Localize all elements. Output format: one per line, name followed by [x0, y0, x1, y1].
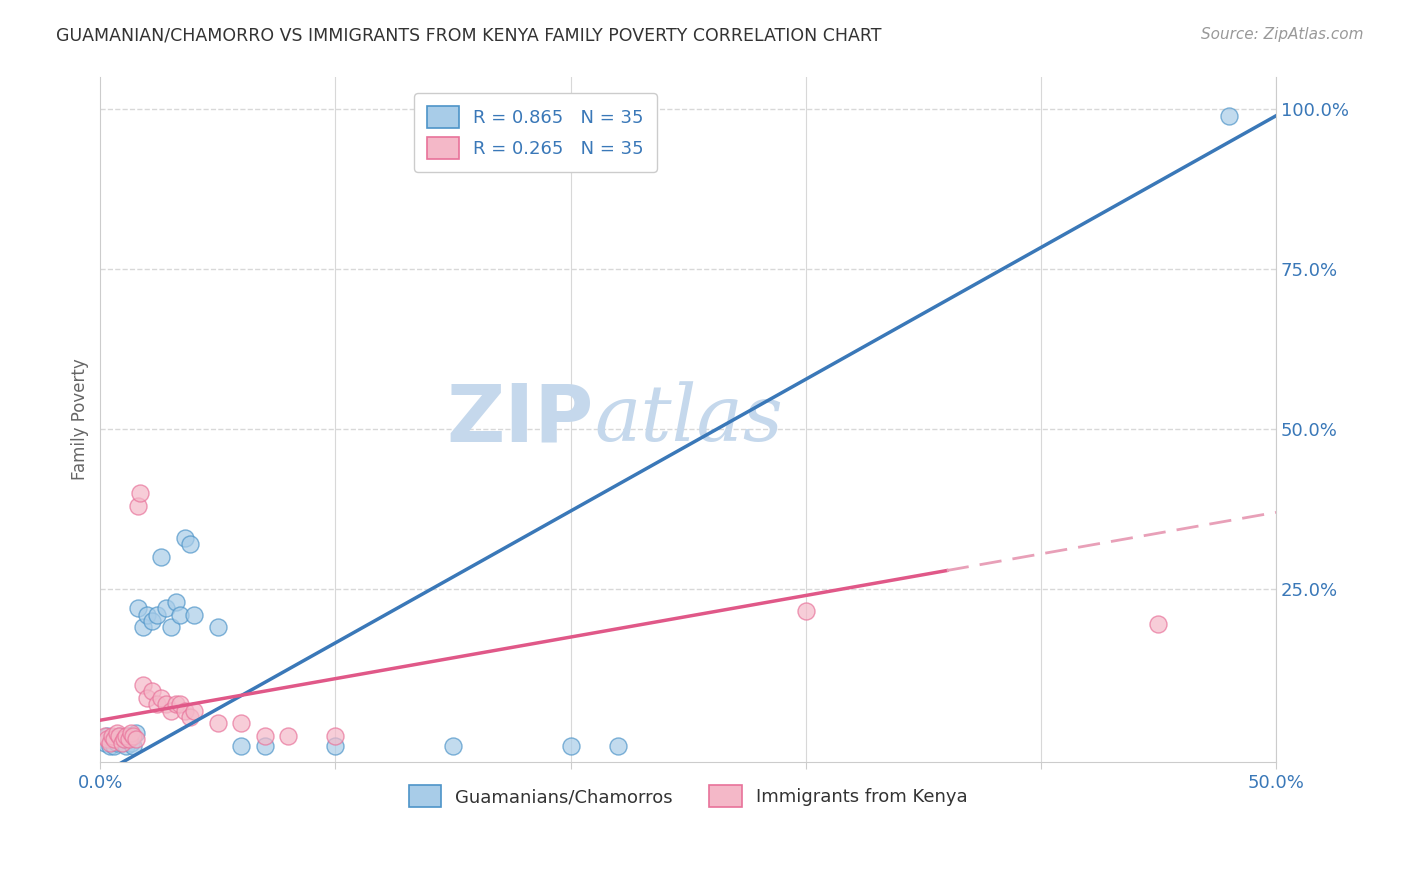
Point	[117, 732, 139, 747]
Point	[560, 739, 582, 753]
Point	[110, 735, 132, 749]
Point	[124, 726, 146, 740]
Point	[179, 710, 201, 724]
Point	[155, 601, 177, 615]
Point	[110, 735, 132, 749]
Point	[112, 732, 135, 747]
Point	[150, 550, 173, 565]
Point	[150, 690, 173, 705]
Point	[98, 739, 121, 753]
Point	[117, 729, 139, 743]
Point	[94, 729, 117, 743]
Point	[207, 716, 229, 731]
Point	[183, 704, 205, 718]
Point	[105, 735, 128, 749]
Point	[169, 697, 191, 711]
Text: atlas: atlas	[595, 382, 783, 458]
Text: GUAMANIAN/CHAMORRO VS IMMIGRANTS FROM KENYA FAMILY POVERTY CORRELATION CHART: GUAMANIAN/CHAMORRO VS IMMIGRANTS FROM KE…	[56, 27, 882, 45]
Point	[127, 499, 149, 513]
Point	[146, 607, 169, 622]
Point	[160, 704, 183, 718]
Point	[207, 620, 229, 634]
Point	[141, 684, 163, 698]
Point	[129, 486, 152, 500]
Point	[179, 537, 201, 551]
Point	[124, 732, 146, 747]
Point	[96, 729, 118, 743]
Point	[146, 697, 169, 711]
Text: Source: ZipAtlas.com: Source: ZipAtlas.com	[1201, 27, 1364, 42]
Point	[325, 729, 347, 743]
Point	[155, 697, 177, 711]
Point	[98, 735, 121, 749]
Point	[105, 726, 128, 740]
Point	[277, 729, 299, 743]
Point	[115, 739, 138, 753]
Point	[253, 729, 276, 743]
Point	[108, 729, 131, 743]
Point	[1218, 109, 1240, 123]
Point	[165, 595, 187, 609]
Point	[174, 704, 197, 718]
Point	[94, 735, 117, 749]
Point	[174, 531, 197, 545]
Point	[183, 607, 205, 622]
Point	[131, 620, 153, 634]
Legend: Guamanians/Chamorros, Immigrants from Kenya: Guamanians/Chamorros, Immigrants from Ke…	[401, 778, 974, 814]
Point	[441, 739, 464, 753]
Point	[253, 739, 276, 753]
Point	[127, 601, 149, 615]
Point	[231, 716, 253, 731]
Point	[112, 732, 135, 747]
Point	[794, 605, 817, 619]
Point	[160, 620, 183, 634]
Point	[108, 729, 131, 743]
Point	[120, 726, 142, 740]
Point	[1147, 617, 1170, 632]
Point	[136, 607, 159, 622]
Text: ZIP: ZIP	[447, 381, 595, 458]
Point	[131, 678, 153, 692]
Point	[141, 614, 163, 628]
Point	[101, 729, 124, 743]
Point	[101, 732, 124, 747]
Point	[231, 739, 253, 753]
Point	[115, 729, 138, 743]
Point	[103, 732, 125, 747]
Point	[103, 739, 125, 753]
Point	[122, 729, 145, 743]
Point	[96, 732, 118, 747]
Point	[325, 739, 347, 753]
Point	[120, 735, 142, 749]
Point	[136, 690, 159, 705]
Point	[606, 739, 628, 753]
Point	[122, 739, 145, 753]
Point	[169, 607, 191, 622]
Y-axis label: Family Poverty: Family Poverty	[72, 359, 89, 481]
Point	[165, 697, 187, 711]
